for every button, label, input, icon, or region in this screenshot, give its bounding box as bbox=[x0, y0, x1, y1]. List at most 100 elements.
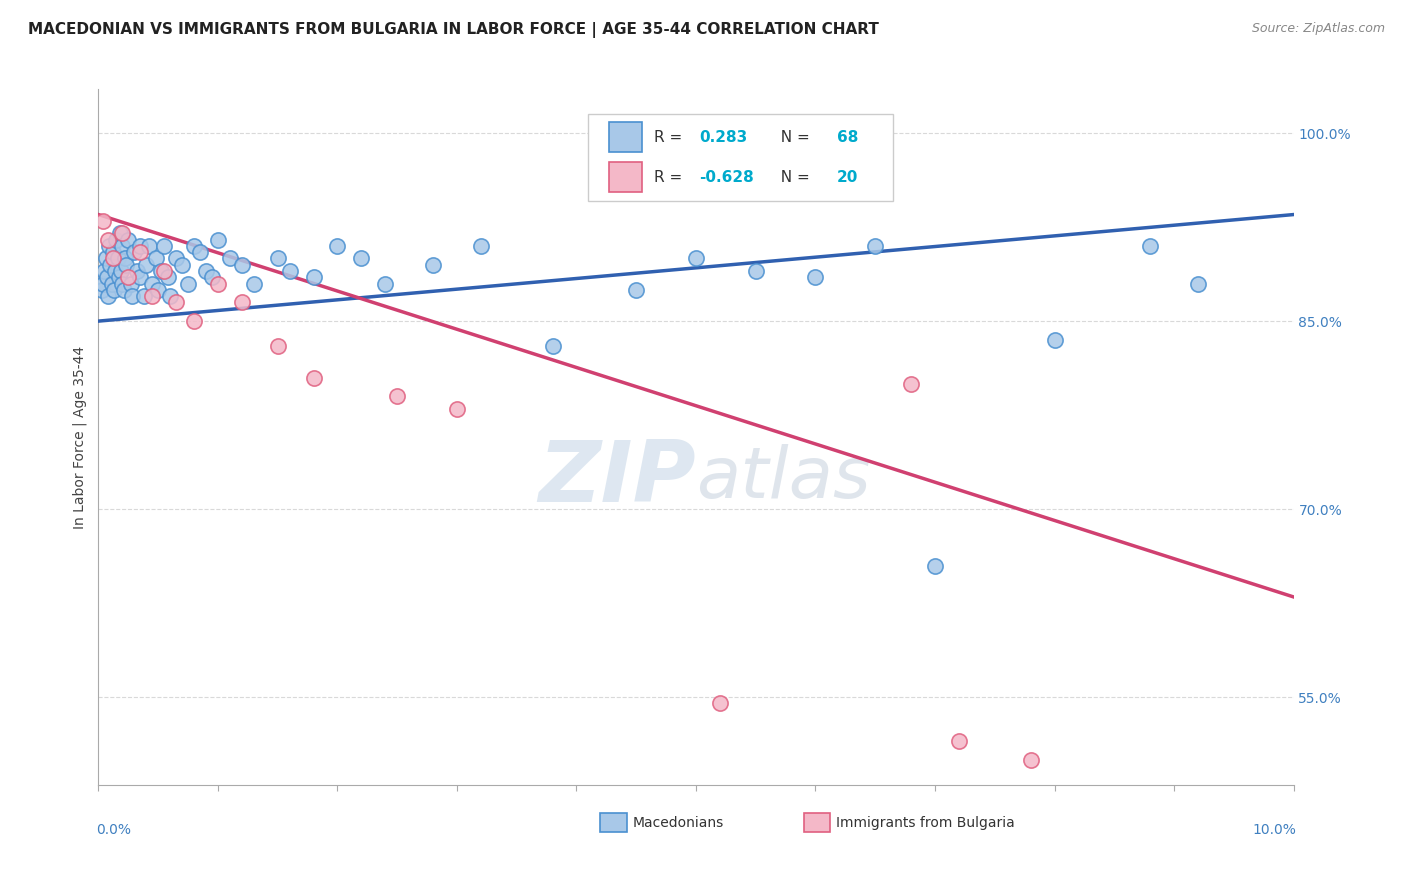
Point bbox=[243, 277, 266, 291]
Text: Macedonians: Macedonians bbox=[633, 816, 724, 830]
Point bbox=[101, 245, 124, 260]
Point bbox=[219, 252, 242, 266]
Point bbox=[231, 258, 253, 272]
Point bbox=[709, 697, 731, 711]
Point bbox=[100, 277, 122, 291]
FancyBboxPatch shape bbox=[609, 162, 643, 192]
Point bbox=[1187, 277, 1209, 291]
Point bbox=[132, 289, 155, 303]
FancyBboxPatch shape bbox=[600, 813, 627, 832]
Point bbox=[124, 245, 146, 260]
Point bbox=[302, 370, 325, 384]
Point bbox=[207, 233, 229, 247]
Point bbox=[97, 233, 120, 247]
Point bbox=[91, 214, 114, 228]
Point bbox=[804, 270, 827, 285]
Point bbox=[267, 339, 290, 353]
Point bbox=[156, 270, 179, 285]
Point bbox=[385, 389, 409, 403]
Point bbox=[148, 283, 170, 297]
Point bbox=[117, 233, 139, 247]
Point bbox=[626, 283, 648, 297]
FancyBboxPatch shape bbox=[804, 813, 830, 832]
Point bbox=[195, 264, 218, 278]
Point bbox=[98, 239, 121, 253]
Point bbox=[948, 734, 970, 748]
Point bbox=[470, 239, 492, 253]
Point bbox=[188, 245, 211, 260]
Point bbox=[1043, 333, 1066, 347]
Point bbox=[302, 270, 325, 285]
Text: ZIP: ZIP bbox=[538, 437, 696, 520]
Point bbox=[153, 264, 176, 278]
Point bbox=[350, 252, 373, 266]
Point bbox=[141, 289, 163, 303]
Text: Source: ZipAtlas.com: Source: ZipAtlas.com bbox=[1251, 22, 1385, 36]
Point bbox=[159, 289, 181, 303]
Point bbox=[112, 283, 135, 297]
Point bbox=[129, 239, 152, 253]
Point bbox=[374, 277, 396, 291]
Text: N =: N = bbox=[772, 129, 815, 145]
FancyBboxPatch shape bbox=[589, 113, 893, 201]
Point bbox=[172, 258, 194, 272]
Point bbox=[108, 227, 131, 241]
Point bbox=[103, 283, 125, 297]
Point bbox=[93, 264, 115, 278]
Point bbox=[91, 277, 114, 291]
Point bbox=[101, 252, 124, 266]
Text: N =: N = bbox=[772, 169, 815, 185]
Text: 0.283: 0.283 bbox=[700, 129, 748, 145]
Point bbox=[111, 239, 134, 253]
Point bbox=[115, 258, 138, 272]
Point bbox=[177, 277, 200, 291]
Point bbox=[267, 252, 290, 266]
FancyBboxPatch shape bbox=[609, 122, 643, 152]
Text: Immigrants from Bulgaria: Immigrants from Bulgaria bbox=[835, 816, 1015, 830]
Point bbox=[278, 264, 301, 278]
Point bbox=[98, 258, 122, 272]
Point bbox=[105, 233, 128, 247]
Point bbox=[165, 252, 187, 266]
Point bbox=[111, 227, 134, 241]
Point bbox=[107, 270, 129, 285]
Point bbox=[865, 239, 887, 253]
Point bbox=[110, 264, 132, 278]
Point bbox=[94, 252, 117, 266]
Point bbox=[207, 277, 229, 291]
Y-axis label: In Labor Force | Age 35-44: In Labor Force | Age 35-44 bbox=[73, 345, 87, 529]
Point bbox=[96, 270, 118, 285]
Point bbox=[129, 245, 152, 260]
Point bbox=[107, 252, 129, 266]
Point bbox=[685, 252, 707, 266]
Point bbox=[104, 264, 127, 278]
Point bbox=[183, 239, 205, 253]
Point bbox=[183, 314, 205, 328]
Point bbox=[446, 401, 468, 416]
Point bbox=[91, 283, 114, 297]
Text: -0.628: -0.628 bbox=[700, 169, 754, 185]
Text: MACEDONIAN VS IMMIGRANTS FROM BULGARIA IN LABOR FORCE | AGE 35-44 CORRELATION CH: MACEDONIAN VS IMMIGRANTS FROM BULGARIA I… bbox=[28, 22, 879, 38]
Point bbox=[900, 376, 922, 391]
Point bbox=[145, 252, 167, 266]
Point bbox=[135, 258, 157, 272]
Point bbox=[125, 264, 148, 278]
Point bbox=[201, 270, 224, 285]
Text: atlas: atlas bbox=[696, 444, 870, 513]
Point bbox=[326, 239, 349, 253]
Point bbox=[138, 239, 160, 253]
Point bbox=[924, 558, 946, 573]
Point bbox=[153, 239, 176, 253]
Point bbox=[745, 264, 768, 278]
Point bbox=[165, 295, 187, 310]
Text: R =: R = bbox=[654, 129, 688, 145]
Point bbox=[149, 264, 172, 278]
Point bbox=[111, 277, 134, 291]
Point bbox=[1139, 239, 1161, 253]
Point bbox=[422, 258, 444, 272]
Point bbox=[231, 295, 253, 310]
Point bbox=[121, 289, 143, 303]
Point bbox=[97, 289, 120, 303]
Point bbox=[114, 252, 136, 266]
Point bbox=[120, 277, 142, 291]
